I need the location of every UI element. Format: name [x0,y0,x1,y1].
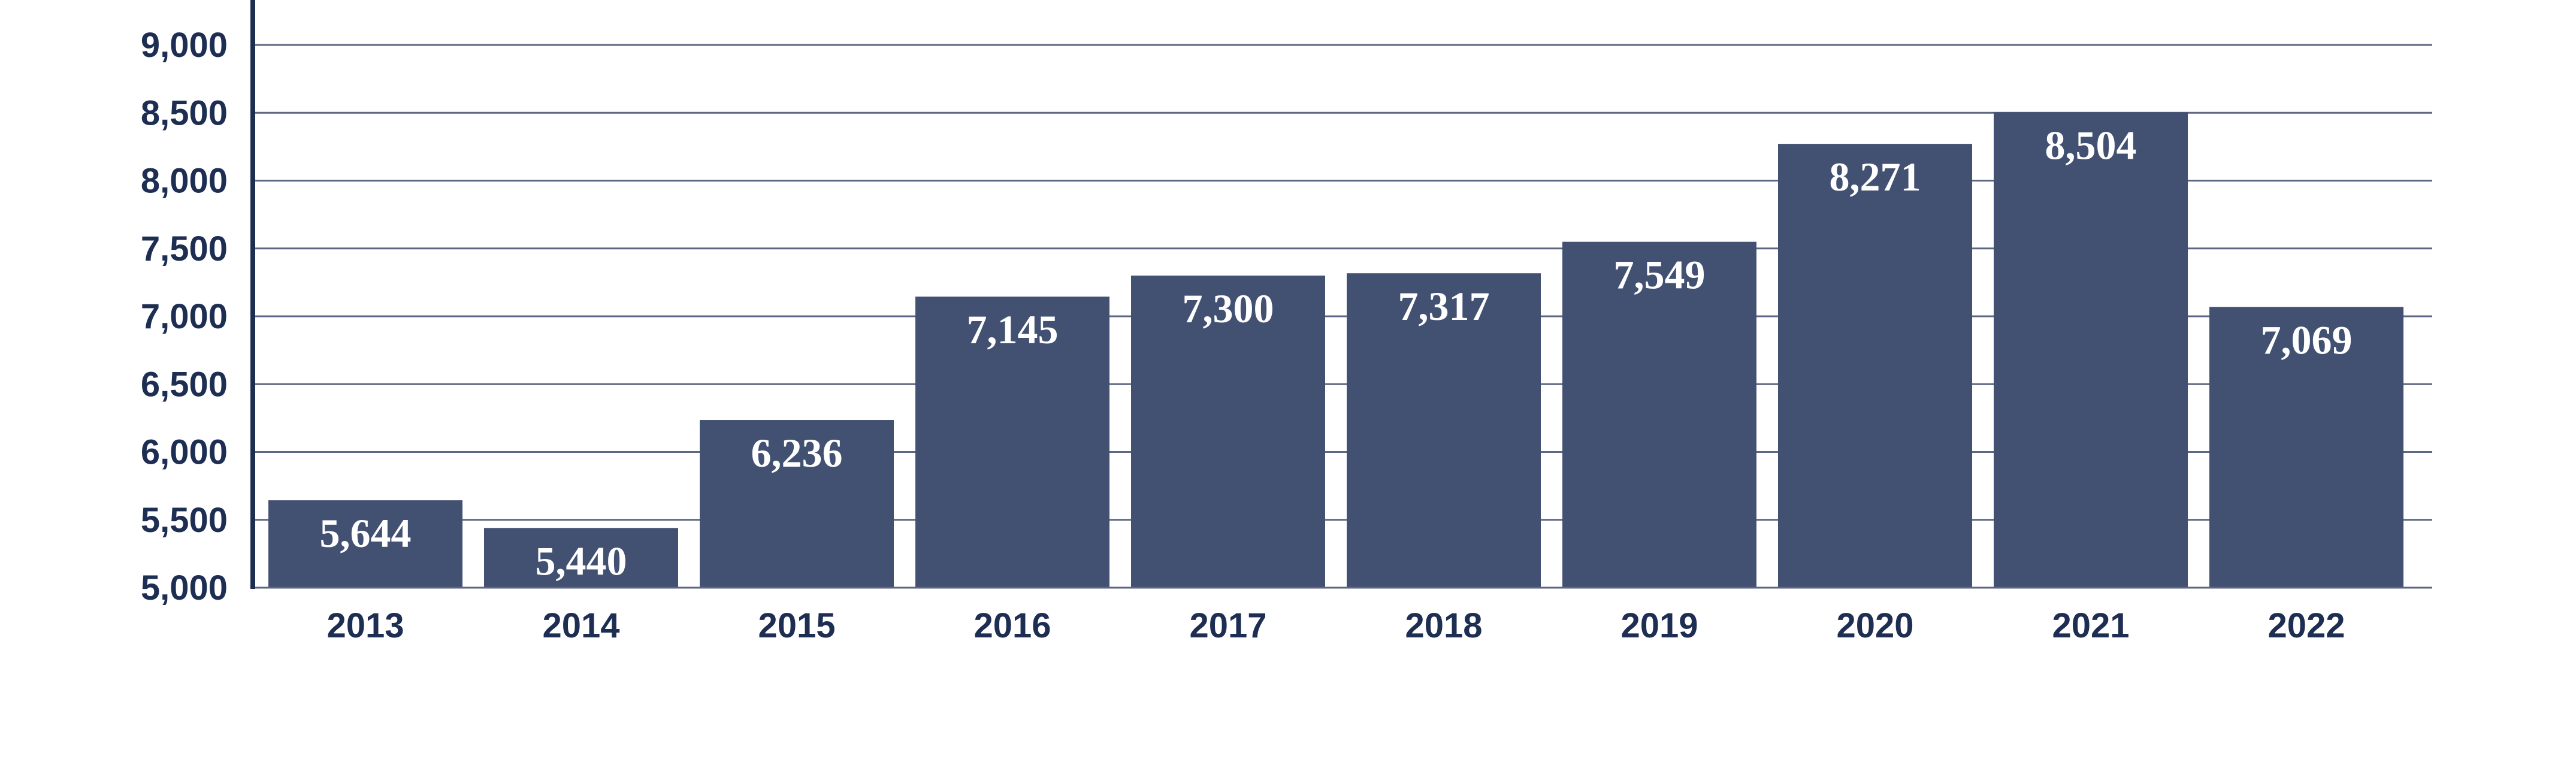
x-tick-label: 2019 [1620,606,1698,645]
y-tick-label: 6,000 [141,433,228,472]
x-tick-label: 2014 [542,606,619,645]
y-tick-label: 8,000 [141,162,228,201]
y-tick-label: 7,000 [141,297,228,336]
y-tick-label: 5,000 [141,569,228,607]
x-tick-label: 2018 [1405,606,1482,645]
bar-value-label: 7,549 [1614,252,1706,298]
y-tick-label: 8,500 [141,93,228,132]
bar-2021 [1994,112,2188,588]
bar-2020 [1778,144,1972,588]
bar-value-label: 8,504 [2045,122,2137,168]
x-tick-label: 2020 [1836,606,1913,645]
x-tick-label: 2015 [758,606,835,645]
bar-2022 [2209,307,2403,588]
y-tick-label: 9,000 [141,26,228,65]
x-tick-label: 2016 [973,606,1051,645]
bar-2013 [268,500,462,588]
x-tick-label: 2022 [2267,606,2345,645]
bar-2017 [1131,276,1325,588]
label-layer: 5,644 5,440 6,236 7,145 7,300 7,317 7,549 8,271… [320,122,2353,583]
x-tick-label: 2021 [2052,606,2129,645]
bar-value-label: 7,069 [2261,317,2353,362]
bar-value-label: 7,300 [1183,286,1274,331]
x-tick-label: 2013 [326,606,404,645]
bar-value-label: 5,440 [536,538,627,583]
bar-2014 [484,528,678,588]
bar-value-label: 7,317 [1398,283,1490,329]
grid-layer [253,44,2432,521]
y-tick-label: 6,500 [141,365,228,404]
y-tick-label: 5,500 [141,501,228,540]
x-tick-label: 2017 [1189,606,1266,645]
bar-value-label: 6,236 [751,430,843,476]
bar-value-label: 7,145 [967,307,1059,352]
bar-2018 [1347,273,1541,588]
bar-value-label: 8,271 [1830,154,1921,199]
bar-2015 [700,420,894,588]
axis-layer: 5,000 5,500 6,000 6,500 7,000 7,500 8,000 8,500… [141,0,2432,645]
y-tick-label: 7,500 [141,229,228,268]
bar-2016 [915,297,1109,588]
bar-value-label: 5,644 [320,510,412,556]
bar-layer [268,112,2403,588]
bar-2019 [1562,241,1756,588]
